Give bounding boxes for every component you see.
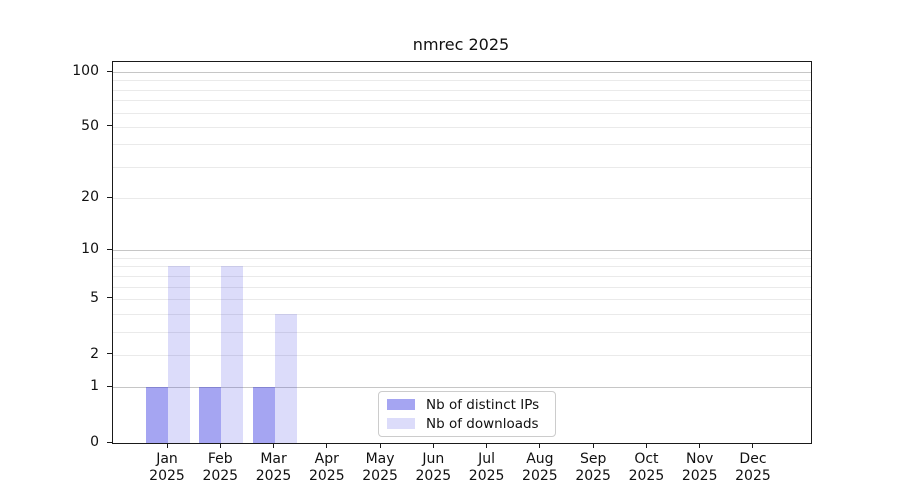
y-tick-mark <box>107 125 112 127</box>
x-tick-mark <box>432 443 434 448</box>
legend-label-downloads: Nb of downloads <box>426 415 539 432</box>
x-tick-mark <box>166 443 168 448</box>
gridline-minor <box>113 80 811 82</box>
legend: Nb of distinct IPs Nb of downloads <box>378 391 556 437</box>
gridline-minor <box>113 286 811 288</box>
x-tick-label: Oct 2025 <box>628 451 665 484</box>
x-tick-label: Jun 2025 <box>415 451 452 484</box>
bar-distinct-ips-mar <box>252 387 275 443</box>
x-tick-label: Aug 2025 <box>522 451 558 484</box>
x-tick-label: Apr 2025 <box>308 451 345 484</box>
bar-downloads-feb <box>221 266 244 443</box>
legend-swatch-distinct-ips <box>387 399 415 410</box>
y-tick-label: 100 <box>72 63 99 79</box>
x-tick-label: Jan 2025 <box>149 451 185 484</box>
legend-item-downloads: Nb of downloads <box>387 416 547 432</box>
y-tick-mark <box>107 70 112 72</box>
gridline-major <box>113 298 811 300</box>
gridline-major <box>113 354 811 356</box>
gridline-major <box>113 72 811 73</box>
gridline-minor <box>113 331 811 333</box>
x-tick-label: Dec 2025 <box>735 451 771 484</box>
y-tick-label: 1 <box>90 378 99 395</box>
y-tick-label: 10 <box>81 241 99 258</box>
gridline-minor <box>113 266 811 268</box>
x-tick-label: Feb 2025 <box>202 451 239 484</box>
plot-area <box>112 61 812 444</box>
x-tick-mark <box>379 443 381 448</box>
x-tick-mark <box>645 443 647 448</box>
bar-distinct-ips-jan <box>146 387 168 443</box>
gridline-minor <box>113 275 811 277</box>
gridline-minor <box>113 100 811 102</box>
y-tick-mark <box>107 297 112 299</box>
gridline-minor <box>113 144 811 146</box>
gridline-minor <box>113 89 811 91</box>
bar-distinct-ips-feb <box>199 387 222 443</box>
y-tick-label: 50 <box>81 117 99 134</box>
y-tick-label: 2 <box>90 345 99 362</box>
x-tick-mark <box>326 443 328 448</box>
y-tick-mark <box>107 248 112 250</box>
y-tick-mark <box>107 385 112 387</box>
legend-swatch-downloads <box>387 418 415 429</box>
x-tick-mark <box>699 443 701 448</box>
legend-item-distinct-ips: Nb of distinct IPs <box>387 397 547 413</box>
bar-downloads-mar <box>274 313 297 443</box>
y-tick-mark <box>107 441 112 443</box>
bar-downloads-jan <box>168 266 190 443</box>
gridline-major <box>113 387 811 389</box>
y-tick-mark <box>107 196 112 198</box>
gridline-minor <box>113 257 811 259</box>
gridline-major <box>113 126 811 128</box>
x-tick-mark <box>273 443 275 448</box>
y-tick-label: 5 <box>90 289 99 306</box>
legend-label-distinct-ips: Nb of distinct IPs <box>426 396 540 413</box>
y-tick-label: 20 <box>81 189 99 206</box>
y-tick-label: 0 <box>90 434 99 450</box>
gridline-major <box>113 250 811 252</box>
x-tick-mark <box>752 443 754 448</box>
gridline-major <box>113 198 811 200</box>
x-tick-label: Nov 2025 <box>681 451 718 484</box>
chart-title: nmrec 2025 <box>412 35 510 54</box>
x-tick-label: May 2025 <box>362 451 398 484</box>
gridline-minor <box>113 166 811 168</box>
x-tick-label: Jul 2025 <box>468 451 505 484</box>
x-tick-mark <box>592 443 594 448</box>
x-tick-mark <box>219 443 221 448</box>
x-tick-label: Mar 2025 <box>255 451 292 484</box>
gridline-minor <box>113 313 811 315</box>
y-tick-mark <box>107 353 112 355</box>
x-tick-mark <box>539 443 541 448</box>
x-tick-mark <box>486 443 488 448</box>
x-tick-label: Sep 2025 <box>575 451 611 484</box>
gridline-minor <box>113 112 811 114</box>
